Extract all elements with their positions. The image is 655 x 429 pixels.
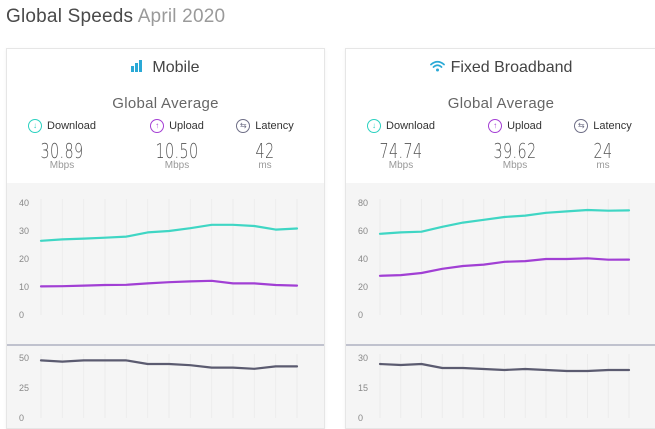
mobile-speed-upload-line xyxy=(39,279,299,288)
mobile-card: Mobile Global Average ↓ Download 30.89 M… xyxy=(6,48,325,429)
wifi-icon xyxy=(429,59,445,77)
download-icon: ↓ xyxy=(367,119,382,133)
latency-icon: ⇆ xyxy=(236,119,251,133)
mobile-speed-y-tick-label: 10 xyxy=(19,282,29,292)
metric-label: Download xyxy=(47,120,96,132)
fixed-chart-area: 0 20 40 60 80 0 15 30 xyxy=(346,183,655,428)
upload-icon: ↑ xyxy=(150,119,165,133)
metric-unit: ms xyxy=(258,160,272,171)
metric-unit: Mbps xyxy=(164,160,190,171)
fixed-card-title: Fixed Broadband xyxy=(450,59,573,76)
page-title-text: Global Speeds xyxy=(6,6,134,27)
fixed-latency-y-tick-label: 15 xyxy=(358,383,368,393)
page-date: April 2020 xyxy=(137,6,226,27)
fixed-latency-latency-line xyxy=(378,362,631,373)
fixed-charts: 0 20 40 60 80 0 15 30 xyxy=(346,198,655,423)
metric-label: Upload xyxy=(169,120,204,132)
fixed-speed-download-line xyxy=(378,208,631,235)
metric-unit: ms xyxy=(596,160,610,171)
page-title: Global Speeds April 2020 xyxy=(6,6,225,28)
mobile-card-header: Mobile xyxy=(7,59,324,77)
fixed-card-header: Fixed Broadband xyxy=(346,59,655,77)
download-icon: ↓ xyxy=(28,119,43,133)
metric-value: 74.74 xyxy=(379,139,423,163)
mobile-charts: 0 10 20 30 40 0 25 50 xyxy=(7,198,324,423)
mobile-latency-latency-line xyxy=(39,359,299,370)
metric-unit: Mbps xyxy=(49,160,75,171)
fixed-speed-y-tick-label: 80 xyxy=(358,198,368,208)
mobile-latency-metric: ⇆ Latency 42 ms xyxy=(220,119,310,171)
metric-value: 24 xyxy=(593,139,613,163)
fixed-download-metric: ↓ Download 74.74 Mbps xyxy=(356,119,446,171)
metric-unit: Mbps xyxy=(388,160,414,171)
fixed-latency-y-tick-label: 0 xyxy=(358,413,363,423)
metric-value: 42 xyxy=(255,139,275,163)
mobile-speed-y-tick-label: 20 xyxy=(19,254,29,264)
fixed-speed-y-tick-label: 60 xyxy=(358,226,368,236)
mobile-upload-metric: ↑ Upload 10.50 Mbps xyxy=(132,119,222,171)
mobile-card-title: Mobile xyxy=(152,59,200,76)
mobile-latency-y-tick-label: 50 xyxy=(19,353,29,363)
fixed-global-average-label: Global Average xyxy=(447,95,555,112)
metric-unit: Mbps xyxy=(502,160,528,171)
latency-icon: ⇆ xyxy=(574,119,589,133)
fixed-speed-y-tick-label: 40 xyxy=(358,254,368,264)
fixed-speed-upload-line xyxy=(378,257,631,277)
metric-value: 39.62 xyxy=(493,139,537,163)
metric-label: Latency xyxy=(255,120,294,132)
mobile-latency-y-tick-label: 25 xyxy=(19,383,29,393)
metric-value: 30.89 xyxy=(40,139,84,163)
metric-label: Upload xyxy=(507,120,542,132)
mobile-download-metric: ↓ Download 30.89 Mbps xyxy=(17,119,107,171)
mobile-latency-y-tick-label: 0 xyxy=(19,413,24,423)
upload-icon: ↑ xyxy=(488,119,503,133)
mobile-speed-download-line xyxy=(39,223,299,242)
fixed-latency-metric: ⇆ Latency 24 ms xyxy=(558,119,648,171)
fixed-speed-y-tick-label: 20 xyxy=(358,282,368,292)
fixed-speed-y-tick-label: 0 xyxy=(358,310,363,320)
mobile-speed-y-tick-label: 30 xyxy=(19,226,29,236)
signal-bars-icon xyxy=(131,59,146,77)
mobile-speed-y-tick-label: 40 xyxy=(19,198,29,208)
mobile-speed-y-tick-label: 0 xyxy=(19,310,24,320)
mobile-global-average-label: Global Average xyxy=(112,95,219,112)
fixed-broadband-card: Fixed Broadband Global Average ↓ Downloa… xyxy=(345,48,655,429)
metric-label: Download xyxy=(386,120,435,132)
mobile-chart-area: 0 10 20 30 40 0 25 50 xyxy=(7,183,324,428)
fixed-upload-metric: ↑ Upload 39.62 Mbps xyxy=(470,119,560,171)
metric-label: Latency xyxy=(593,120,632,132)
fixed-latency-y-tick-label: 30 xyxy=(358,353,368,363)
metric-value: 10.50 xyxy=(155,139,199,163)
